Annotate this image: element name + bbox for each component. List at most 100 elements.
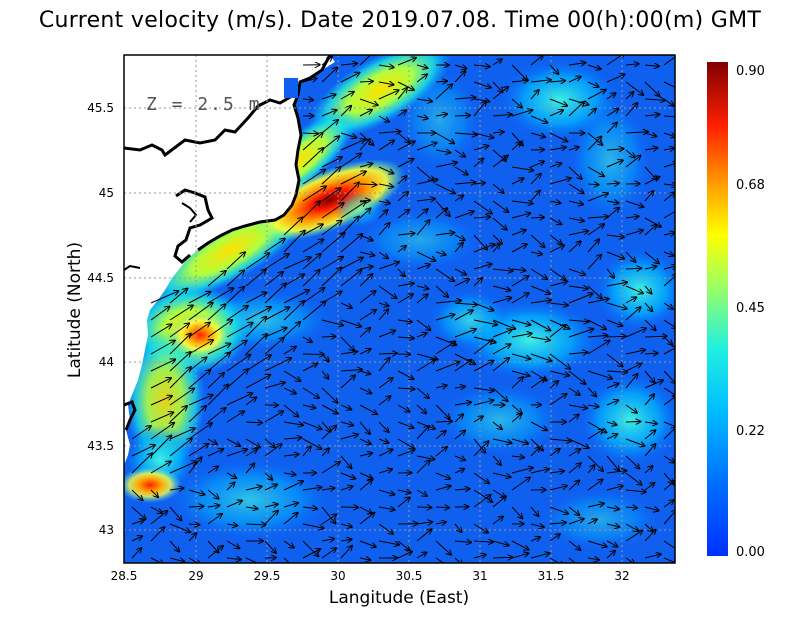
- velocity-arrow: [359, 110, 372, 117]
- velocity-arrow: [378, 65, 394, 67]
- velocity-arrow: [321, 336, 336, 337]
- velocity-arrow: [188, 395, 213, 406]
- velocity-arrow: [359, 274, 373, 287]
- velocity-arrow: [663, 480, 675, 491]
- velocity-arrow: [340, 422, 353, 425]
- velocity-arrow: [625, 472, 642, 485]
- velocity-arrow: [321, 319, 343, 325]
- velocity-arrow: [473, 217, 490, 218]
- velocity-arrow: [207, 320, 232, 338]
- velocity-arrow: [340, 63, 357, 65]
- velocity-arrow: [150, 436, 171, 457]
- velocity-arrow: [188, 370, 210, 389]
- velocity-arrow: [264, 283, 286, 304]
- velocity-arrow: [549, 81, 565, 82]
- velocity-arrow: [131, 426, 151, 440]
- velocity-arrow: [245, 397, 256, 406]
- velocity-arrow: [416, 65, 428, 68]
- velocity-arrow: [245, 292, 267, 304]
- velocity-arrow: [188, 524, 199, 525]
- velocity-arrow: [549, 325, 566, 338]
- velocity-arrow: [625, 149, 635, 157]
- velocity-arrow: [587, 558, 599, 560]
- velocity-arrow: [188, 292, 210, 304]
- velocity-arrow: [169, 506, 182, 521]
- velocity-arrow: [226, 355, 250, 372]
- velocity-arrow: [663, 500, 674, 508]
- velocity-arrow: [606, 371, 627, 372]
- velocity-arrow: [606, 540, 617, 547]
- velocity-arrow: [644, 65, 659, 66]
- velocity-arrow: [207, 514, 222, 525]
- velocity-arrow: [606, 109, 619, 117]
- velocity-arrow: [549, 178, 571, 185]
- velocity-arrow: [264, 511, 278, 525]
- velocity-arrow: [340, 539, 352, 541]
- velocity-arrow: [340, 524, 352, 527]
- velocity-arrow: [416, 460, 430, 474]
- velocity-arrow: [321, 488, 335, 490]
- velocity-arrow: [340, 234, 362, 253]
- velocity-arrow: [321, 421, 331, 432]
- velocity-arrow: [587, 387, 596, 396]
- velocity-arrow: [378, 223, 390, 236]
- velocity-arrow: [454, 97, 475, 99]
- velocity-arrow: [283, 217, 303, 236]
- velocity-arrow: [606, 160, 623, 168]
- velocity-arrow: [644, 81, 660, 96]
- velocity-arrow: [530, 506, 539, 516]
- velocity-arrow: [625, 297, 636, 304]
- velocity-arrow: [188, 323, 210, 338]
- velocity-arrow: [530, 268, 547, 279]
- velocity-arrow: [264, 272, 283, 287]
- velocity-arrow: [492, 557, 512, 558]
- velocity-arrow: [454, 414, 463, 423]
- velocity-arrow: [302, 405, 316, 408]
- velocity-arrow: [283, 387, 296, 394]
- velocity-arrow: [169, 367, 191, 389]
- velocity-arrow: [549, 147, 566, 150]
- velocity-arrow: [264, 239, 285, 253]
- velocity-arrow: [340, 73, 359, 83]
- map-title: Current velocity (m/s). Date 2019.07.08.…: [38, 8, 762, 33]
- velocity-arrow: [188, 533, 196, 542]
- velocity-arrow: [435, 472, 450, 479]
- velocity-arrow: [416, 99, 432, 101]
- velocity-arrow: [226, 323, 253, 338]
- velocity-arrow: [454, 211, 474, 219]
- velocity-arrow: [283, 301, 304, 321]
- velocity-arrow: [663, 347, 675, 355]
- velocity-arrow: [454, 557, 463, 563]
- velocity-arrow: [492, 358, 509, 372]
- velocity-arrow: [416, 360, 435, 372]
- velocity-arrow: [568, 77, 581, 83]
- velocity-arrow: [530, 174, 541, 185]
- velocity-arrow: [587, 132, 602, 145]
- velocity-arrow: [169, 438, 192, 457]
- velocity-arrow: [606, 74, 625, 83]
- velocity-arrow: [549, 64, 558, 74]
- velocity-arrow: [188, 506, 203, 507]
- velocity-arrow: [625, 81, 643, 95]
- colorbar: [707, 62, 728, 556]
- velocity-arrow: [568, 370, 585, 384]
- velocity-arrow: [492, 285, 510, 290]
- velocity-arrow: [321, 110, 337, 117]
- velocity-arrow: [416, 166, 433, 181]
- velocity-arrow: [188, 303, 213, 321]
- velocity-arrow: [321, 539, 334, 541]
- velocity-arrow: [454, 234, 465, 240]
- velocity-arrow: [511, 377, 523, 389]
- velocity-arrow: [207, 438, 217, 444]
- velocity-arrow: [625, 438, 645, 446]
- velocity-arrow: [511, 269, 526, 271]
- velocity-arrows: [131, 55, 675, 563]
- velocity-arrow: [283, 540, 294, 548]
- velocity-arrow: [321, 167, 340, 185]
- velocity-arrow: [321, 370, 329, 379]
- velocity-arrow: [302, 288, 325, 304]
- colorbar-label: 0.45: [736, 301, 765, 316]
- velocity-arrow: [150, 396, 172, 406]
- velocity-arrow: [340, 336, 354, 351]
- velocity-arrow: [606, 384, 619, 389]
